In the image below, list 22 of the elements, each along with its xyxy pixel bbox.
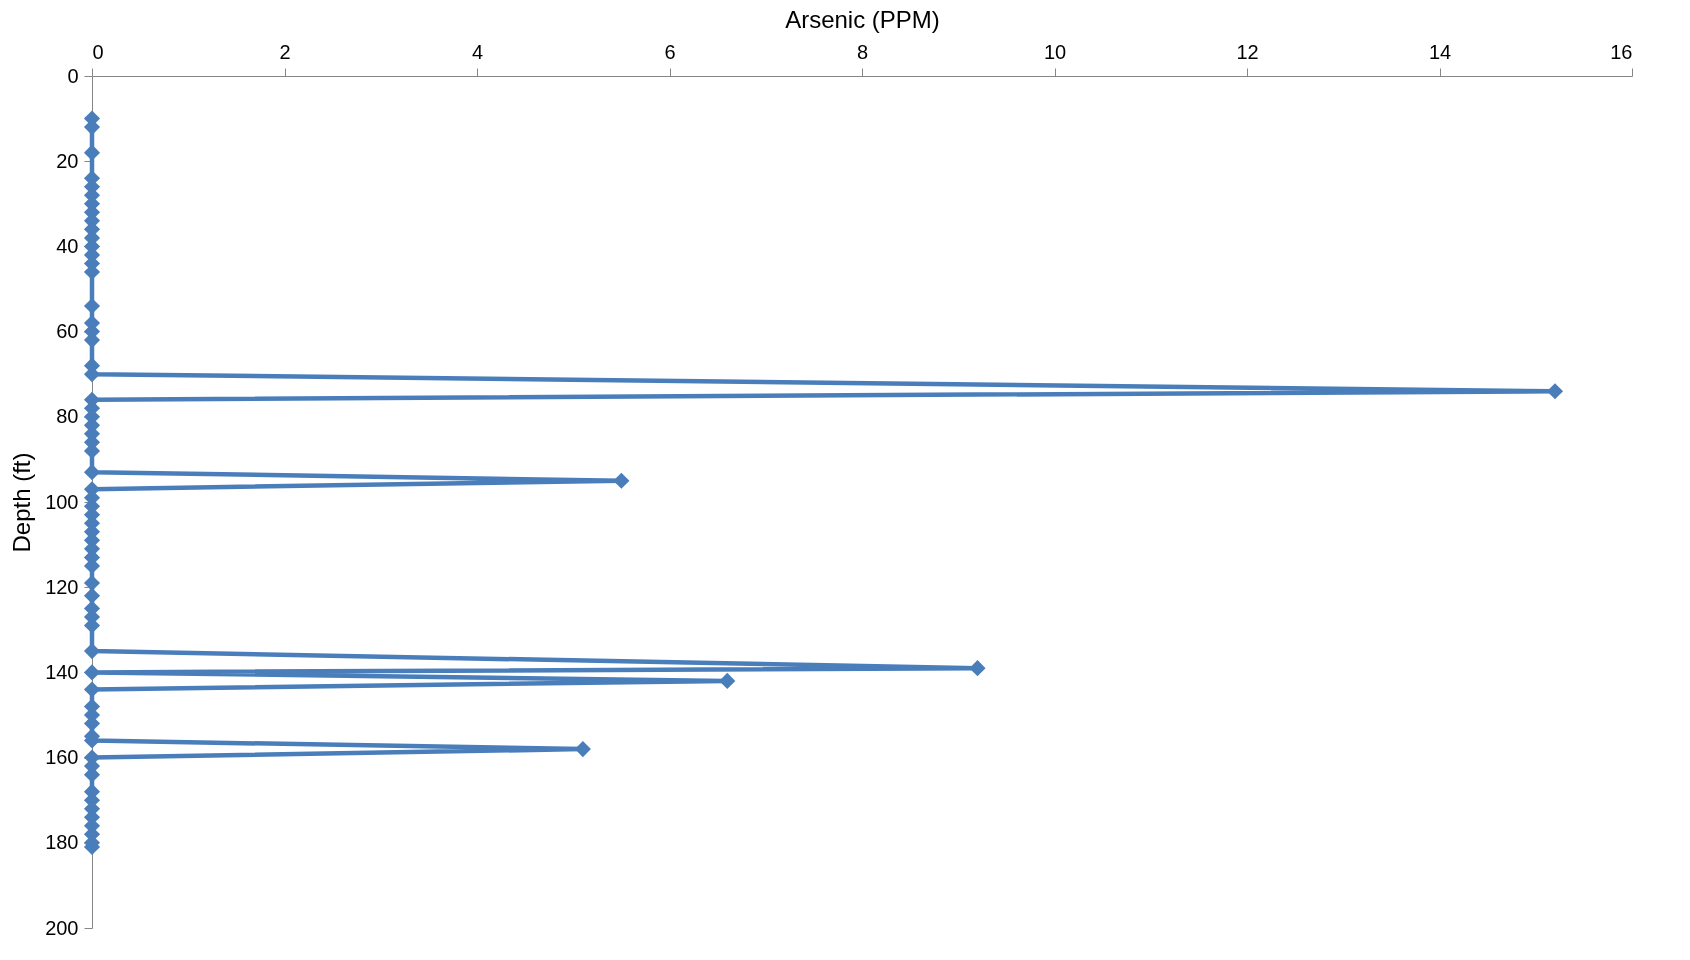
x-tick-label: 10 bbox=[1043, 40, 1067, 63]
y-axis-title: Depth (ft) bbox=[8, 452, 36, 553]
x-tick-label: 8 bbox=[856, 40, 869, 63]
x-axis-title: Arsenic (PPM) bbox=[785, 5, 940, 33]
x-tick-label: 14 bbox=[1428, 40, 1452, 63]
x-tick-label: 2 bbox=[279, 40, 291, 63]
y-tick-label: 180 bbox=[45, 831, 79, 854]
y-tick-label: 100 bbox=[45, 490, 79, 513]
x-tick-label: 16 bbox=[1610, 40, 1633, 63]
y-tick-label: 160 bbox=[45, 746, 79, 769]
y-tick-label: 80 bbox=[56, 405, 79, 428]
x-tick-label: 6 bbox=[664, 40, 676, 63]
y-tick-label: 200 bbox=[45, 916, 79, 939]
y-tick-label: 0 bbox=[67, 64, 79, 87]
x-tick-label: 0 bbox=[92, 40, 104, 63]
y-tick-label: 140 bbox=[45, 660, 79, 683]
x-tick-label: 4 bbox=[471, 40, 484, 63]
x-tick-label: 12 bbox=[1236, 40, 1259, 63]
y-tick-label: 20 bbox=[56, 149, 79, 172]
y-tick-label: 120 bbox=[45, 575, 79, 598]
y-tick-label: 60 bbox=[56, 320, 79, 343]
y-tick-label: 40 bbox=[56, 234, 79, 257]
